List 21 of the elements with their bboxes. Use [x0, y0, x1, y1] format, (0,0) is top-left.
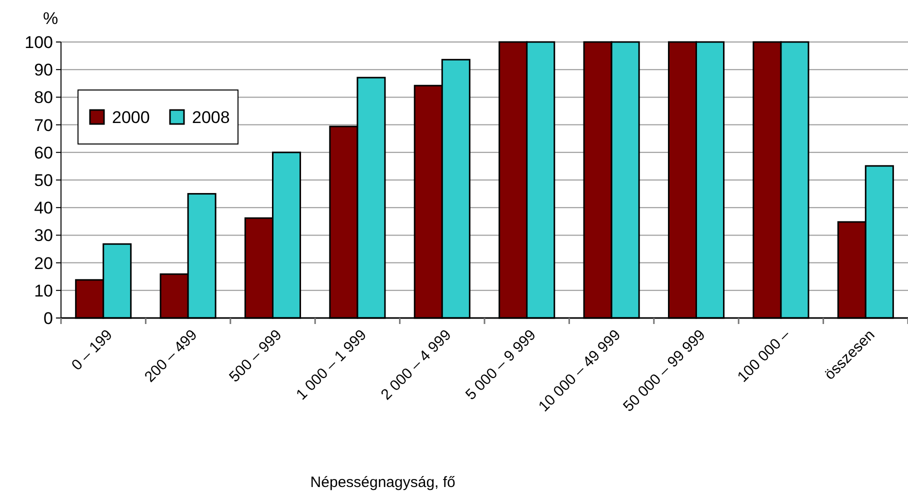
x-tick-label: 0 – 199	[68, 326, 116, 374]
x-tick-label: 1 000 – 1 999	[293, 326, 370, 404]
y-tick-label: 100	[24, 32, 53, 52]
x-tick-label: 200 – 499	[141, 326, 201, 386]
x-axis-title: Népességnagyság, fő	[310, 474, 456, 491]
y-tick-label: 50	[34, 170, 53, 190]
x-tick-label: 500 – 999	[226, 326, 286, 386]
y-tick-label: 60	[34, 143, 53, 162]
legend-label: 2000	[112, 108, 150, 127]
y-tick-label: 10	[34, 281, 53, 300]
x-tick-label: 2 000 – 4 999	[378, 326, 455, 404]
y-tick-label: 70	[34, 116, 53, 135]
legend-label: 2008	[192, 108, 230, 127]
y-tick-label: 40	[34, 198, 53, 218]
y-axis-title: %	[43, 9, 58, 28]
y-tick-label: 30	[34, 226, 53, 246]
y-tick-label: 80	[34, 88, 53, 108]
x-tick-label: 100 000 –	[734, 326, 794, 386]
y-tick-label: 0	[44, 308, 53, 328]
y-tick-label: 20	[34, 254, 53, 273]
y-tick-label: 90	[34, 60, 53, 80]
